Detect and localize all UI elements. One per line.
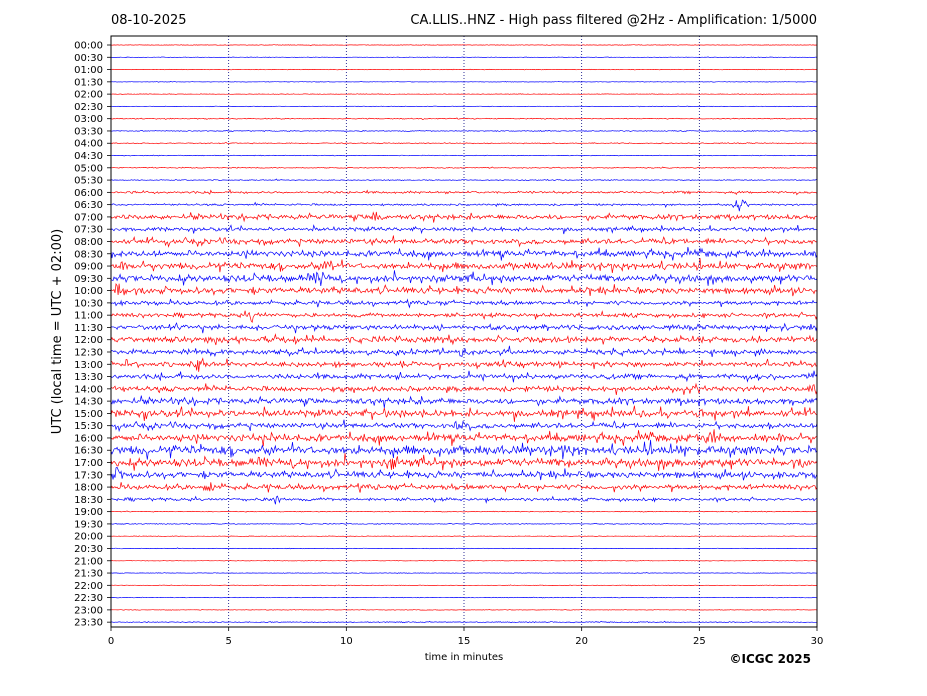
y-tick-label: 23:30 [74, 618, 103, 629]
x-tick-label: 15 [458, 636, 471, 647]
trace-row [111, 547, 818, 550]
trace-row [110, 141, 818, 145]
trace-row [110, 105, 818, 108]
y-tick-label: 07:00 [74, 212, 103, 223]
y-tick-label: 21:00 [74, 556, 103, 567]
y-tick-label: 02:00 [74, 90, 103, 101]
x-tick-label: 5 [225, 636, 231, 647]
x-tick-label: 10 [340, 636, 353, 647]
y-tick-label: 05:30 [74, 176, 103, 187]
y-tick-label: 23:00 [74, 605, 103, 616]
trace-row [110, 370, 818, 383]
trace-row [110, 560, 818, 562]
y-tick-label: 14:00 [74, 384, 103, 395]
y-tick-label: 13:30 [74, 372, 103, 383]
header-date: 08-10-2025 [111, 13, 187, 28]
y-tick-label: 05:00 [74, 163, 103, 174]
y-tick-label: 02:30 [74, 102, 103, 113]
y-tick-label: 00:30 [74, 53, 103, 64]
trace-row [111, 154, 818, 157]
vertical-gridlines [228, 36, 700, 627]
y-tick-label: 00:00 [74, 41, 103, 52]
x-axis-ticks: 0 5 10 15 20 25 30 [108, 627, 824, 647]
trace-row [110, 129, 818, 132]
trace-row [110, 429, 818, 447]
trace-row [110, 495, 818, 505]
trace-row [110, 522, 817, 525]
y-tick-label: 18:30 [74, 495, 103, 506]
y-tick-label: 15:30 [74, 421, 103, 432]
trace-row [110, 298, 818, 309]
trace-row [110, 345, 818, 358]
trace-row [110, 224, 818, 235]
header-title: CA.LLIS..HNZ - High pass filtered @2Hz -… [410, 13, 817, 28]
y-tick-label: 08:00 [74, 237, 103, 248]
copyright-notice: ©ICGC 2025 [729, 652, 811, 666]
y-tick-label: 11:00 [74, 311, 103, 322]
trace-row [110, 439, 818, 460]
y-tick-label: 16:00 [74, 433, 103, 444]
y-tick-label: 15:00 [74, 409, 103, 420]
plot-frame [110, 35, 818, 628]
y-tick-label: 12:30 [74, 348, 103, 359]
y-tick-label: 22:00 [74, 581, 103, 592]
trace-row [110, 395, 818, 408]
y-tick-label: 22:30 [74, 593, 103, 604]
x-axis-label: time in minutes [425, 652, 504, 663]
y-tick-label: 14:30 [74, 397, 103, 408]
y-tick-label: 13:00 [74, 360, 103, 371]
y-tick-label: 17:30 [74, 470, 103, 481]
y-tick-label: 10:00 [74, 286, 103, 297]
y-tick-label: 03:30 [74, 126, 103, 137]
y-tick-label: 11:30 [74, 323, 103, 334]
y-tick-label: 04:30 [74, 151, 103, 162]
y-tick-label: 10:30 [74, 298, 103, 309]
trace-row [110, 257, 818, 274]
trace-row [110, 117, 818, 121]
y-tick-label: 01:30 [74, 77, 103, 88]
y-tick-label: 21:30 [74, 569, 103, 580]
y-tick-label: 17:00 [74, 458, 103, 469]
y-tick-label: 16:30 [74, 446, 103, 457]
y-tick-label: 06:00 [74, 188, 103, 199]
trace-row [110, 270, 818, 287]
y-tick-label: 19:30 [74, 519, 103, 530]
y-axis-label: UTC (local time = UTC + 02:00) [50, 229, 65, 434]
trace-row [110, 382, 818, 395]
y-tick-label: 20:30 [74, 544, 103, 555]
y-tick-label: 12:00 [74, 335, 103, 346]
y-tick-label: 20:00 [74, 532, 103, 543]
trace-row [110, 535, 818, 537]
trace-row [110, 510, 817, 513]
y-tick-label: 07:30 [74, 225, 103, 236]
y-tick-label: 08:30 [74, 249, 103, 260]
y-tick-label: 09:30 [74, 274, 103, 285]
y-tick-label: 18:00 [74, 483, 103, 494]
x-tick-label: 20 [575, 636, 588, 647]
x-tick-label: 25 [693, 636, 706, 647]
trace-row [110, 466, 818, 481]
y-tick-label: 03:00 [74, 114, 103, 125]
y-tick-label: 19:00 [74, 507, 103, 518]
y-tick-label: 04:00 [74, 139, 103, 150]
y-tick-label: 01:00 [74, 65, 103, 76]
trace-row [110, 357, 818, 372]
x-tick-label: 0 [108, 636, 114, 647]
y-tick-label: 06:30 [74, 200, 103, 211]
x-tick-label: 30 [811, 636, 824, 647]
y-tick-label: 09:00 [74, 262, 103, 273]
